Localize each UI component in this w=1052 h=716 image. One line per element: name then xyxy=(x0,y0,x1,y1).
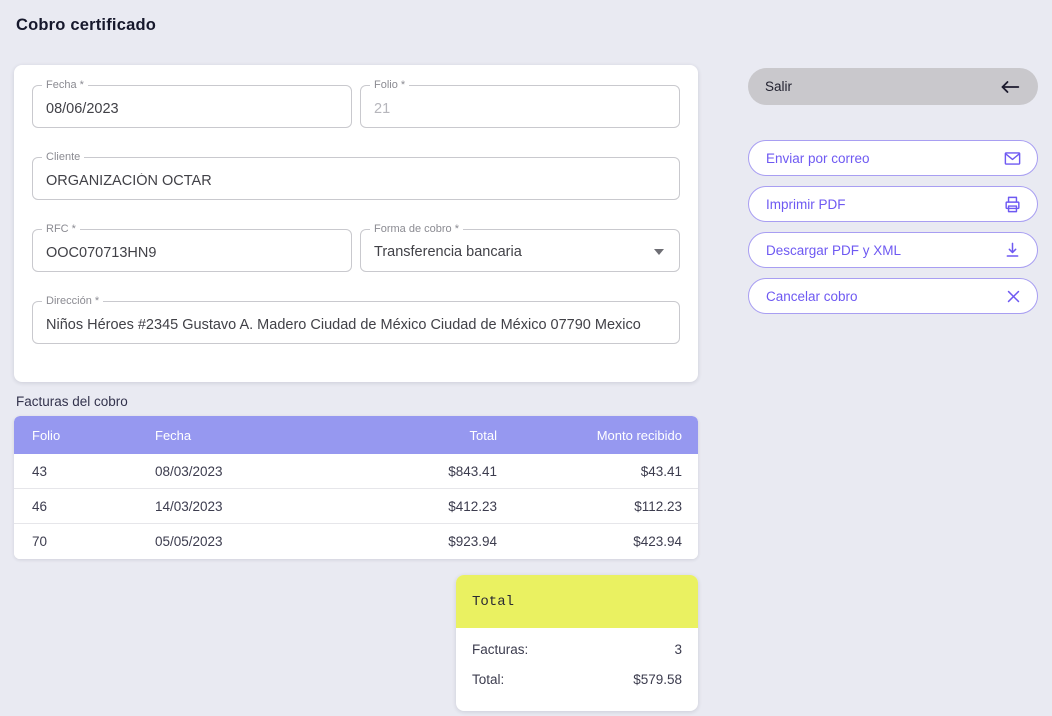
totals-card-header: Total xyxy=(456,575,698,628)
table-row: 46 14/03/2023 $412.23 $112.23 xyxy=(14,489,698,524)
grand-total-label: Total: xyxy=(472,672,505,687)
descargar-pdf-xml-button[interactable]: Descargar PDF y XML xyxy=(748,232,1038,268)
page-title: Cobro certificado xyxy=(16,16,157,34)
cell-fecha: 05/05/2023 xyxy=(155,534,223,549)
table-row: 70 05/05/2023 $923.94 $423.94 xyxy=(14,524,698,559)
cell-monto-recibido: $43.41 xyxy=(640,463,682,479)
salir-button[interactable]: Salir xyxy=(748,68,1038,105)
facturas-count-row: Facturas: 3 xyxy=(472,642,682,657)
cell-fecha: 08/03/2023 xyxy=(155,463,223,479)
printer-icon xyxy=(1005,196,1020,212)
table-row: 43 08/03/2023 $843.41 $43.41 xyxy=(14,454,698,489)
enviar-por-correo-label: Enviar por correo xyxy=(766,150,870,166)
totals-header-label: Total xyxy=(472,593,515,610)
fecha-input[interactable] xyxy=(33,86,351,127)
forma-de-cobro-value: Transferencia bancaria xyxy=(374,244,522,260)
invoices-table-header: Folio Fecha Total Monto recibido xyxy=(14,416,698,454)
direccion-field[interactable]: Dirección * xyxy=(32,295,680,344)
cell-monto-recibido: $423.94 xyxy=(633,534,682,549)
totals-card: Total Facturas: 3 Total: $579.58 xyxy=(456,575,698,711)
cell-total: $923.94 xyxy=(448,534,497,549)
cell-monto-recibido: $112.23 xyxy=(634,498,682,514)
cell-total: $412.23 xyxy=(448,498,497,514)
cancelar-cobro-label: Cancelar cobro xyxy=(766,288,858,304)
enviar-por-correo-button[interactable]: Enviar por correo xyxy=(748,140,1038,176)
cell-folio: 70 xyxy=(32,534,48,549)
cell-folio: 46 xyxy=(32,498,48,514)
invoices-section: Facturas del cobro Folio Fecha Total Mon… xyxy=(14,394,698,559)
descargar-pdf-xml-label: Descargar PDF y XML xyxy=(766,242,902,258)
actions-panel: Salir Enviar por correo Imprimir PDF Des… xyxy=(748,68,1038,324)
col-header-monto-recibido: Monto recibido xyxy=(596,427,682,443)
download-icon xyxy=(1006,242,1019,257)
col-header-fecha: Fecha xyxy=(155,427,192,443)
facturas-count-label: Facturas: xyxy=(472,642,529,657)
rfc-field[interactable]: RFC * xyxy=(32,223,352,272)
cliente-field[interactable]: Cliente xyxy=(32,151,680,200)
totals-card-body: Facturas: 3 Total: $579.58 xyxy=(456,628,698,687)
folio-field: Folio * xyxy=(360,79,680,128)
payment-form-card: Fecha * Folio * Cliente RFC * Forma de c… xyxy=(14,65,698,382)
forma-de-cobro-select[interactable]: Forma de cobro * Transferencia bancaria xyxy=(360,223,680,272)
envelope-icon xyxy=(1004,151,1021,165)
cell-fecha: 14/03/2023 xyxy=(155,498,223,514)
rfc-input[interactable] xyxy=(33,230,351,271)
grand-total-row: Total: $579.58 xyxy=(472,672,682,687)
cancelar-cobro-button[interactable]: Cancelar cobro xyxy=(748,278,1038,314)
cell-total: $843.41 xyxy=(448,463,497,479)
invoices-table: Folio Fecha Total Monto recibido 43 08/0… xyxy=(14,416,698,559)
close-icon xyxy=(1007,290,1020,302)
invoices-section-title: Facturas del cobro xyxy=(16,394,128,409)
imprimir-pdf-label: Imprimir PDF xyxy=(766,196,846,212)
facturas-count-value: 3 xyxy=(674,642,682,657)
forma-de-cobro-label: Forma de cobro * xyxy=(370,223,463,236)
arrow-left-icon xyxy=(1001,80,1020,93)
col-header-total: Total xyxy=(469,427,497,443)
cliente-input[interactable] xyxy=(33,158,679,199)
grand-total-value: $579.58 xyxy=(633,672,682,687)
imprimir-pdf-button[interactable]: Imprimir PDF xyxy=(748,186,1038,222)
cell-folio: 43 xyxy=(32,463,48,479)
chevron-down-icon xyxy=(654,249,664,255)
salir-label: Salir xyxy=(765,79,793,94)
col-header-folio: Folio xyxy=(32,427,61,443)
fecha-field[interactable]: Fecha * xyxy=(32,79,352,128)
folio-input xyxy=(361,86,679,127)
direccion-input[interactable] xyxy=(33,302,679,343)
